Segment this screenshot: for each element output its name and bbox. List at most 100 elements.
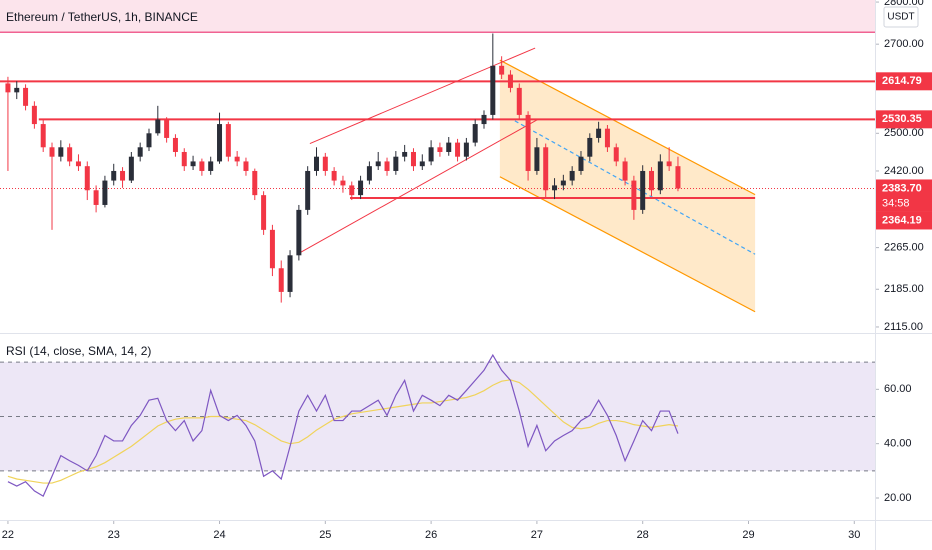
candle-body	[393, 156, 399, 171]
currency: USDT	[887, 12, 914, 23]
channel-upper	[499, 59, 756, 196]
candle-body	[208, 161, 214, 171]
candle-body	[296, 209, 302, 256]
candle-body	[657, 161, 663, 191]
level-tag-label: 2614.79	[882, 75, 922, 87]
candle-body	[313, 156, 319, 171]
candle-body	[499, 65, 505, 75]
candle-body	[490, 65, 496, 115]
candle-body	[569, 170, 575, 181]
x-tick-label: 30	[848, 529, 860, 541]
candle-body	[525, 114, 531, 171]
candle-body	[137, 147, 143, 157]
candle-body	[446, 142, 452, 152]
candle-body	[366, 166, 372, 181]
level-tag-label: 2364.19	[882, 214, 922, 226]
level-tag	[876, 72, 932, 91]
candle-body	[164, 119, 170, 138]
candle-body	[234, 156, 240, 162]
candle-body	[507, 74, 513, 88]
rising-upper	[309, 47, 536, 144]
candle-body	[534, 147, 540, 171]
channel-mid	[514, 120, 756, 255]
candle-body	[455, 142, 461, 157]
y-tick-label: 2700.00	[884, 38, 924, 50]
candle-body	[40, 124, 46, 148]
candle-body	[340, 180, 346, 186]
x-tick-label: 29	[742, 529, 754, 541]
candle-body	[190, 161, 196, 167]
candle-body	[631, 180, 637, 210]
candle-body	[217, 124, 223, 162]
candle-body	[604, 128, 610, 148]
candle-body	[5, 83, 11, 93]
candle-body	[410, 151, 416, 167]
currency-box	[883, 6, 919, 28]
x-tick-label: 28	[637, 529, 649, 541]
candle-body	[120, 170, 126, 181]
candle-body	[428, 147, 434, 162]
candle-body	[287, 255, 293, 292]
y-tick-label: 40.00	[884, 438, 912, 450]
candle-body	[322, 156, 328, 171]
candle-body	[437, 147, 443, 152]
candle-body	[375, 161, 381, 167]
candle-body	[181, 151, 187, 167]
channel-lower	[499, 176, 756, 313]
x-tick-label: 27	[531, 529, 543, 541]
rising-lower	[296, 119, 539, 255]
candle-body	[402, 151, 408, 157]
candle-body	[560, 180, 566, 186]
rsi-pane	[0, 353, 875, 497]
rsi-title: RSI (14, close, SMA, 14, 2)	[6, 344, 151, 358]
y-tick-label: 20.00	[884, 492, 912, 504]
candle-body	[552, 185, 558, 191]
x-tick-label: 25	[319, 529, 331, 541]
last-price-label: 2383.70	[882, 182, 922, 194]
y-tick-label: 2185.00	[884, 283, 924, 295]
countdown: 34:58	[882, 197, 910, 209]
candle-body	[146, 133, 152, 148]
candle-body	[243, 161, 249, 171]
candle-body	[31, 105, 37, 125]
channel-fill	[499, 60, 756, 312]
candle-body	[596, 128, 602, 138]
candle-body	[261, 195, 267, 230]
candle-body	[481, 114, 487, 125]
candle-body	[225, 124, 231, 157]
level-tag-label: 2530.35	[882, 113, 922, 125]
y-tick-label: 2115.00	[884, 321, 923, 333]
candle-body	[128, 156, 134, 181]
candle-body	[516, 87, 522, 115]
x-tick-label: 26	[425, 529, 437, 541]
candle-body	[587, 137, 593, 157]
rsi-line	[7, 379, 679, 484]
candle-body	[93, 190, 99, 205]
candle-body	[75, 161, 81, 167]
level-tag	[876, 110, 932, 129]
chart-title: Ethereum / TetherUS, 1h, BINANCE	[6, 10, 198, 24]
candle-body	[675, 166, 681, 189]
x-tick-label: 22	[2, 529, 14, 541]
zone-fill	[0, 0, 875, 33]
x-tick-label: 24	[213, 529, 225, 541]
candle-body	[278, 268, 284, 292]
candle-body	[613, 147, 619, 162]
candle-body	[252, 170, 258, 196]
candle-body	[172, 137, 178, 152]
y-tick-label: 2500.00	[884, 127, 924, 139]
candle-body	[463, 142, 469, 157]
candle-body	[640, 170, 646, 210]
candle-body	[23, 87, 29, 106]
candle-body	[199, 161, 205, 171]
candle-body	[67, 147, 73, 162]
candle-body	[384, 161, 390, 171]
y-tick-label: 2800.00	[884, 0, 924, 8]
candle-body	[49, 147, 55, 157]
y-tick-label: 2420.00	[884, 165, 924, 177]
candle-body	[543, 147, 549, 191]
candle-body	[349, 185, 355, 196]
candle-body	[358, 180, 364, 196]
